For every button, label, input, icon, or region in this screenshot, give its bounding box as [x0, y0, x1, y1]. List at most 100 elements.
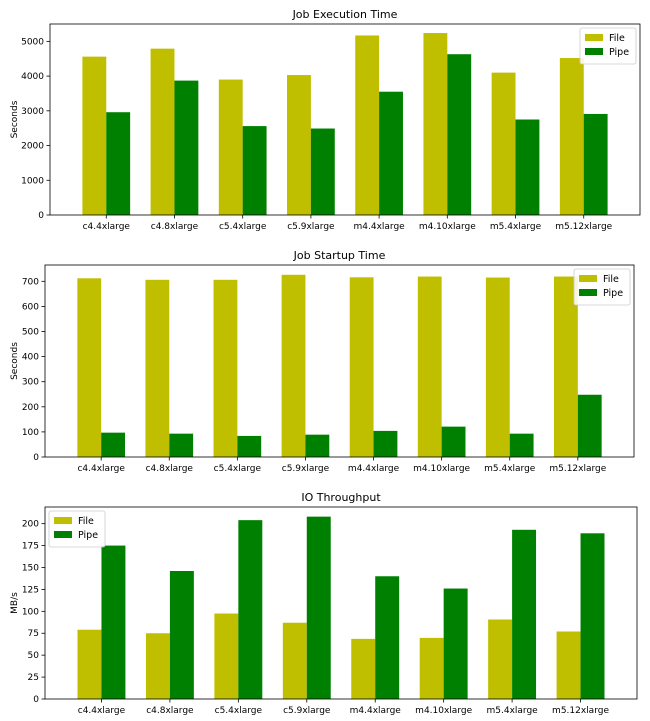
bar-file-c4.8xlarge — [145, 279, 170, 457]
bar-pipe-c5.9xlarge — [306, 516, 331, 699]
legend-box — [579, 27, 637, 65]
bar-pipe-c4.8xlarge — [174, 80, 199, 215]
x-tick-label: m5.12xlarge — [549, 464, 606, 474]
y-tick-label: 5000 — [21, 37, 44, 47]
bar-pipe-c5.4xlarge — [242, 126, 267, 215]
legend: File Pipe — [573, 268, 631, 306]
x-tick-label: c5.9xlarge — [282, 464, 330, 474]
bar-pipe-c4.4xlarge — [106, 112, 131, 215]
chart-1: 0 100 200 300 400 500 600 700 c4.4xlarge c4.8xlar… — [10, 249, 635, 474]
y-tick-label: 400 — [22, 353, 39, 363]
y-tick-label: 150 — [22, 563, 39, 573]
legend: File Pipe — [48, 510, 106, 548]
bar-pipe-m5.4xlarge — [515, 119, 540, 215]
bar-file-m5.4xlarge — [485, 277, 510, 457]
bar-pipe-m5.12xlarge — [583, 113, 608, 215]
axes-frame — [44, 506, 638, 700]
bar-pipe-c5.9xlarge — [310, 128, 335, 215]
bar-file-m5.12xlarge — [553, 276, 578, 457]
y-axis-label: MB/s — [10, 592, 20, 614]
bar-pipe-c4.4xlarge — [101, 432, 126, 457]
bar-file-m5.12xlarge — [556, 631, 581, 699]
bar-pipe-m5.12xlarge — [580, 533, 605, 699]
legend-swatch-pipe — [54, 531, 72, 538]
y-tick-label: 75 — [28, 629, 39, 639]
bar-file-m4.4xlarge — [351, 638, 376, 699]
bar-file-c4.8xlarge — [150, 48, 175, 215]
y-tick-label: 50 — [28, 651, 40, 661]
bar-file-m4.10xlarge — [419, 637, 444, 699]
bar-file-m5.12xlarge — [559, 58, 584, 215]
bar-file-m5.4xlarge — [488, 619, 513, 699]
bar-file-m4.4xlarge — [355, 35, 380, 216]
y-tick-label: 200 — [22, 520, 39, 530]
legend: File Pipe — [579, 27, 637, 65]
y-tick-label: 100 — [22, 428, 39, 438]
x-tick-label: c5.4xlarge — [215, 706, 263, 716]
y-tick-label: 125 — [22, 585, 39, 595]
bar-file-c5.4xlarge — [218, 79, 243, 216]
bar-file-m4.4xlarge — [349, 277, 374, 457]
bar-pipe-c5.4xlarge — [237, 435, 262, 457]
chart-2: 0 25 50 75 100 125 150 175 200 c4.4xlarge c4.8xlar… — [10, 491, 638, 716]
bar-file-c5.4xlarge — [214, 613, 239, 699]
y-tick-label: 200 — [22, 403, 39, 413]
bar-pipe-m5.4xlarge — [509, 433, 534, 457]
legend-label-file: File — [78, 516, 94, 527]
y-tick-label: 0 — [38, 211, 44, 221]
bar-pipe-c5.4xlarge — [238, 520, 263, 699]
x-tick-label: m5.4xlarge — [490, 222, 542, 232]
bar-file-m4.10xlarge — [423, 33, 448, 216]
bar-pipe-m4.10xlarge — [447, 54, 472, 216]
legend-label-file: File — [603, 274, 619, 285]
y-tick-label: 2000 — [21, 142, 44, 152]
chart-title: IO Throughput — [301, 491, 381, 504]
y-axis-label: Seconds — [10, 100, 20, 138]
y-tick-label: 500 — [22, 328, 39, 338]
legend-label-file: File — [609, 33, 625, 44]
x-tick-label: m5.12xlarge — [552, 706, 609, 716]
x-tick-label: m5.4xlarge — [486, 706, 538, 716]
bar-file-c4.4xlarge — [77, 278, 102, 457]
x-tick-label: c5.4xlarge — [214, 464, 262, 474]
legend-swatch-pipe — [579, 289, 597, 296]
legend-swatch-file — [54, 517, 72, 524]
y-tick-label: 1000 — [21, 176, 44, 186]
y-tick-label: 3000 — [21, 107, 44, 117]
bar-file-m5.4xlarge — [491, 72, 516, 215]
legend-box — [48, 510, 106, 548]
x-tick-label: c5.9xlarge — [283, 706, 331, 716]
x-tick-label: m4.10xlarge — [415, 706, 472, 716]
bar-file-m4.10xlarge — [417, 276, 442, 457]
y-tick-label: 0 — [33, 695, 39, 705]
bar-pipe-m5.12xlarge — [577, 394, 602, 457]
bar-pipe-m4.4xlarge — [379, 91, 403, 215]
legend-swatch-file — [585, 34, 603, 41]
bar-pipe-c4.4xlarge — [101, 545, 126, 699]
legend-swatch-pipe — [585, 48, 603, 55]
y-tick-label: 300 — [22, 378, 39, 388]
bar-file-c4.8xlarge — [145, 633, 170, 699]
bar-pipe-m4.4xlarge — [375, 576, 400, 699]
x-tick-label: m4.10xlarge — [419, 222, 476, 232]
y-axis-label: Seconds — [10, 342, 20, 380]
bar-pipe-m4.10xlarge — [443, 588, 468, 699]
bar-pipe-m4.4xlarge — [373, 430, 398, 457]
x-tick-label: m4.4xlarge — [353, 222, 405, 232]
y-tick-label: 4000 — [21, 72, 44, 82]
x-tick-label: c4.8xlarge — [146, 464, 194, 474]
y-tick-label: 25 — [28, 673, 39, 683]
bar-file-c4.4xlarge — [82, 56, 107, 216]
axes-frame — [49, 23, 641, 216]
x-tick-label: c5.9xlarge — [287, 222, 335, 232]
axes-frame — [44, 264, 635, 458]
bar-file-c4.4xlarge — [77, 629, 102, 699]
bar-pipe-m5.4xlarge — [512, 529, 537, 699]
bar-file-c5.4xlarge — [213, 279, 238, 457]
y-tick-label: 100 — [22, 607, 39, 617]
y-tick-label: 175 — [22, 542, 39, 552]
bar-file-c5.9xlarge — [281, 274, 306, 457]
legend-box — [573, 268, 631, 306]
x-tick-label: m4.4xlarge — [348, 464, 400, 474]
